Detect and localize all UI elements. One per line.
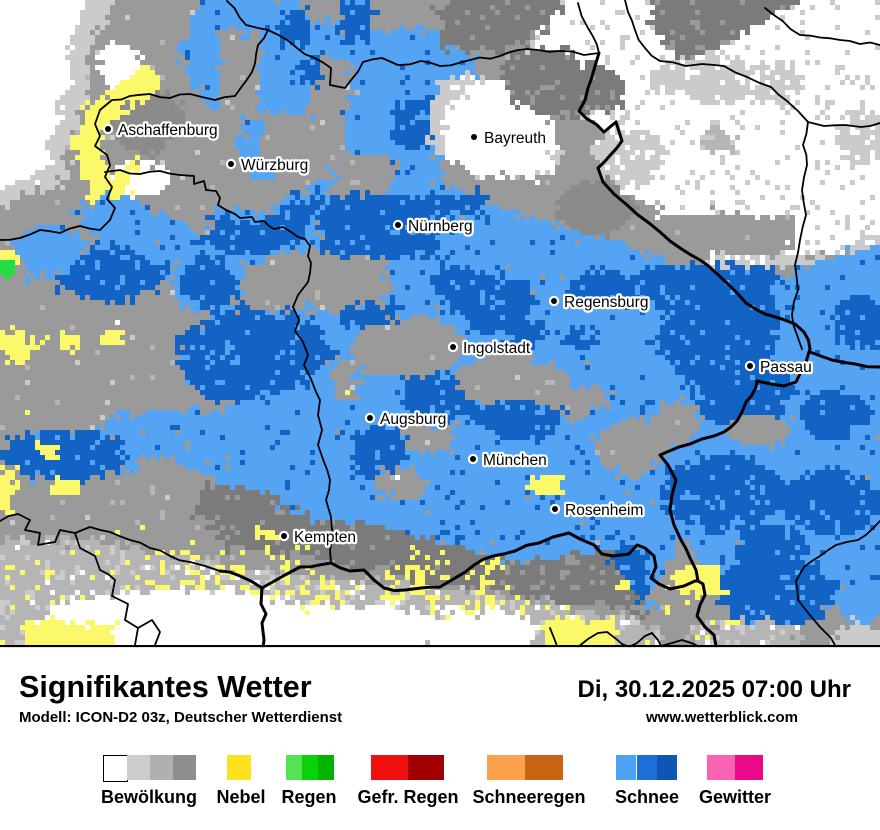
svg-text:Bayreuth: Bayreuth <box>484 130 546 147</box>
svg-text:Augsburg: Augsburg <box>380 411 446 428</box>
svg-text:München: München <box>483 452 547 469</box>
svg-text:Nürnberg: Nürnberg <box>408 218 473 235</box>
svg-text:Regensburg: Regensburg <box>564 294 648 311</box>
svg-text:Aschaffenburg: Aschaffenburg <box>118 122 218 139</box>
svg-text:Würzburg: Würzburg <box>241 157 308 174</box>
svg-text:Ingolstadt: Ingolstadt <box>463 340 531 357</box>
svg-text:Passau: Passau <box>760 359 812 376</box>
svg-text:Kempten: Kempten <box>294 529 356 546</box>
svg-text:Rosenheim: Rosenheim <box>565 502 643 519</box>
